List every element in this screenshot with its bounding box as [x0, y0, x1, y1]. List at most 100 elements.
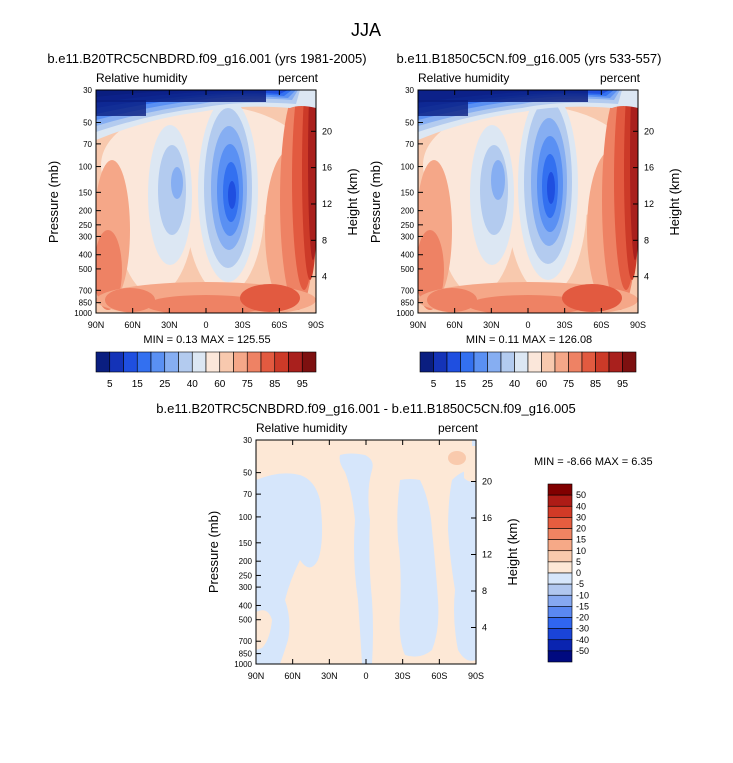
- y2-tick-label: 4: [482, 622, 487, 632]
- panel-c: b.e11.B20TRC5CNBDRD.f09_g16.001 - b.e11.…: [156, 401, 652, 681]
- y-tick-label: 50: [83, 118, 92, 127]
- y-tick-label: 850: [401, 299, 415, 308]
- y-tick-label: 250: [239, 571, 253, 580]
- colorbar-label: 95: [297, 379, 309, 390]
- y-tick-label: 300: [239, 583, 253, 592]
- panel-a: b.e11.B20TRC5CNBDRD.f09_g16.001 (yrs 198…: [46, 51, 367, 390]
- x-tick-label: 30S: [235, 320, 251, 330]
- colorbar-swatch: [547, 594, 573, 607]
- y-tick-label: 1000: [396, 309, 414, 318]
- colorbar-swatch: [219, 351, 234, 373]
- x-tick-label: 60S: [593, 320, 609, 330]
- y-tick-label: 400: [79, 251, 93, 260]
- panel-a-ylabel: Pressure (mb): [46, 161, 61, 243]
- colorbar-swatch: [419, 351, 434, 373]
- panel-a-left-label: Relative humidity: [96, 71, 187, 85]
- y-tick-label: 30: [83, 86, 92, 95]
- colorbar-label: 20: [576, 524, 586, 534]
- x-tick-label: 60N: [446, 320, 463, 330]
- colorbar-swatch: [568, 351, 583, 373]
- panel-a-stats: MIN = 0.13 MAX = 125.55: [143, 334, 270, 346]
- colorbar-swatch: [547, 561, 573, 574]
- colorbar-label: 15: [132, 379, 144, 390]
- y-tick-label: 500: [401, 265, 415, 274]
- y2-tick-label: 4: [322, 272, 327, 282]
- colorbar-swatch: [547, 628, 573, 641]
- colorbar-swatch: [547, 606, 573, 618]
- colorbar-swatch: [460, 351, 475, 373]
- colorbar-label: 5: [576, 557, 581, 567]
- y-tick-label: 700: [401, 286, 415, 295]
- y-tick-label: 400: [401, 251, 415, 260]
- panel-b-field: [418, 90, 638, 313]
- x-tick-label: 90N: [88, 320, 105, 330]
- x-tick-label: 90N: [248, 671, 265, 681]
- y-tick-label: 150: [79, 188, 93, 197]
- colorbar-swatch: [595, 351, 610, 373]
- colorbar-swatch: [178, 351, 193, 373]
- colorbar-label: 60: [214, 379, 226, 390]
- panel-b-axes: 90N 60N 30N 0 30S 60S 90S 30 50 70 100 150 200 250 300…: [396, 86, 654, 330]
- panel-b-colorbar: 5 15 25 40 60 75 85 95: [419, 351, 637, 390]
- colorbar-label: -20: [576, 613, 589, 623]
- colorbar-label: 15: [455, 379, 467, 390]
- colorbar-swatch: [547, 517, 573, 529]
- colorbar-swatch: [547, 494, 573, 507]
- panel-a-y2label: Height (km): [345, 168, 360, 235]
- colorbar-swatch: [547, 572, 573, 585]
- colorbar-swatch: [547, 550, 573, 563]
- x-tick-label: 90S: [630, 320, 646, 330]
- x-tick-label: 90N: [410, 320, 427, 330]
- y-tick-label: 300: [401, 232, 415, 241]
- y2-tick-label: 4: [644, 272, 649, 282]
- y-tick-label: 150: [239, 539, 253, 548]
- panel-b-ylabel: Pressure (mb): [368, 161, 383, 243]
- colorbar-label: 25: [159, 379, 171, 390]
- colorbar-swatch: [150, 351, 166, 373]
- panel-a-title: b.e11.B20TRC5CNBDRD.f09_g16.001 (yrs 198…: [47, 51, 366, 66]
- colorbar-label: -40: [576, 635, 589, 645]
- panel-c-stats: MIN = -8.66 MAX = 6.35: [534, 456, 653, 468]
- panel-c-axes: 90N 60N 30N 0 30S 60S 90S 30 50 70 100 150 200 250 300…: [234, 436, 492, 681]
- colorbar-swatch: [446, 351, 461, 373]
- y2-tick-label: 16: [322, 163, 332, 173]
- y-tick-label: 700: [79, 286, 93, 295]
- panel-c-left-label: Relative humidity: [256, 421, 347, 435]
- x-tick-label: 30N: [483, 320, 500, 330]
- y2-tick-label: 20: [322, 126, 332, 136]
- panel-b: b.e11.B1850C5CN.f09_g16.005 (yrs 533-557…: [368, 51, 682, 390]
- panel-c-right-label: percent: [438, 421, 479, 435]
- panel-b-title: b.e11.B1850C5CN.f09_g16.005 (yrs 533-557…: [397, 51, 662, 66]
- colorbar-swatch: [301, 351, 317, 373]
- y2-tick-label: 16: [644, 163, 654, 173]
- y-tick-label: 50: [405, 118, 414, 127]
- colorbar-swatch: [500, 351, 515, 373]
- colorbar-label: 85: [269, 379, 281, 390]
- colorbar-swatch: [514, 351, 529, 373]
- x-tick-label: 60S: [431, 671, 447, 681]
- colorbar-label: 40: [576, 501, 586, 511]
- y2-tick-label: 8: [644, 235, 649, 245]
- y-tick-label: 1000: [234, 660, 252, 669]
- colorbar-label: 75: [563, 379, 575, 390]
- y-tick-label: 500: [239, 616, 253, 625]
- colorbar-swatch: [527, 351, 542, 373]
- colorbar-label: 0: [576, 568, 581, 578]
- y-tick-label: 700: [239, 637, 253, 646]
- y-tick-label: 200: [401, 207, 415, 216]
- x-tick-label: 60N: [124, 320, 141, 330]
- colorbar-label: 75: [242, 379, 254, 390]
- y2-tick-label: 12: [322, 199, 332, 209]
- panel-a-colorbar: 5 15 25 40 60 75 85 95: [95, 351, 317, 390]
- colorbar-label: 25: [482, 379, 494, 390]
- colorbar-swatch: [547, 539, 573, 552]
- colorbar-swatch: [123, 351, 138, 373]
- colorbar-label: -15: [576, 601, 589, 611]
- colorbar-swatch: [233, 351, 248, 373]
- y2-tick-label: 8: [322, 235, 327, 245]
- y-tick-label: 70: [405, 140, 414, 149]
- x-tick-label: 0: [525, 320, 530, 330]
